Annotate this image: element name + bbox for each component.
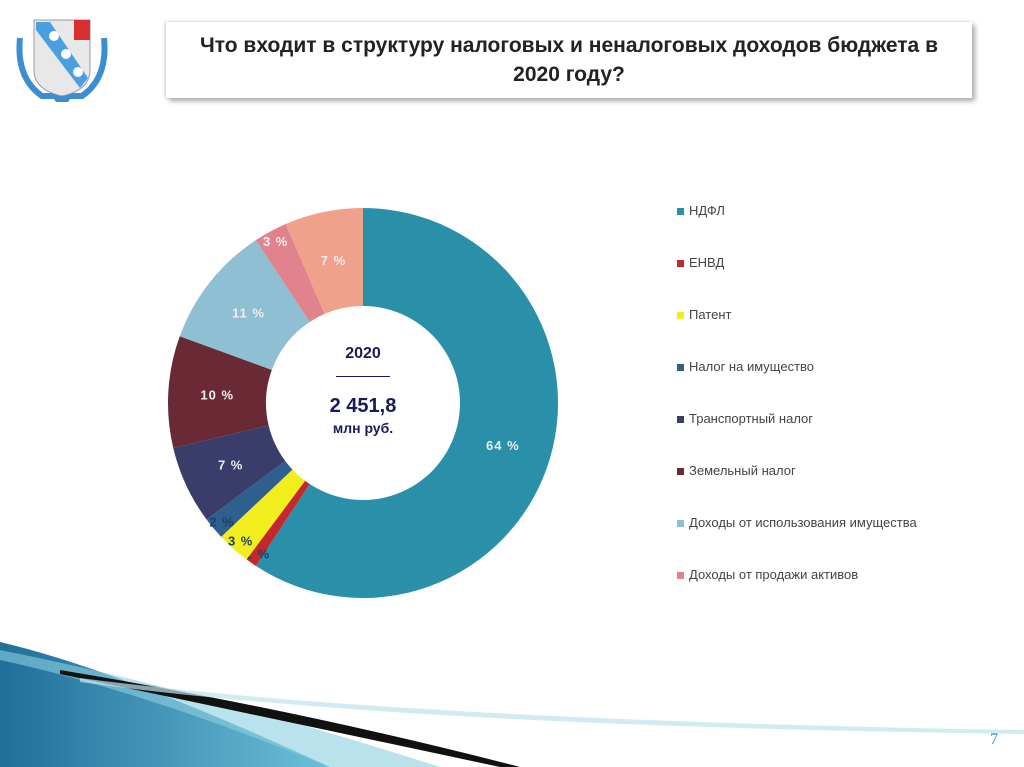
- slice-4: [173, 425, 286, 520]
- slice-label: 64 %: [486, 438, 520, 453]
- legend-label: Доходы от использования имущества: [689, 515, 917, 530]
- slice-label: 11 %: [232, 305, 265, 320]
- decorative-wave: [0, 642, 1024, 767]
- slice-label: 7 %: [321, 253, 346, 268]
- center-unit: млн руб.: [332, 420, 394, 436]
- slice-2: [221, 469, 306, 560]
- legend-item: Доходы от использования имущества: [677, 512, 927, 564]
- legend-swatch: [677, 312, 684, 319]
- legend-item: Земельный налог: [677, 460, 927, 512]
- legend-swatch: [677, 468, 684, 475]
- legend-swatch: [677, 416, 684, 423]
- coat-of-arms-logo: [16, 19, 108, 102]
- legend-label: Транспортный налог: [689, 411, 814, 426]
- center-year: 2020: [345, 345, 381, 362]
- legend-item: Транспортный налог: [677, 408, 927, 460]
- center-divider: [336, 376, 390, 377]
- legend-item: ЕНВД: [677, 252, 927, 304]
- slice-label: 7 %: [218, 458, 243, 473]
- legend-item: Доходы от продажи активов: [677, 564, 927, 616]
- legend-label: Патент: [689, 307, 732, 322]
- legend-item: НДФЛ: [677, 200, 927, 252]
- slice-label: 3 %: [263, 234, 288, 249]
- slice-8: [285, 208, 363, 314]
- slice-0: [255, 208, 559, 598]
- legend-label: ЕНВД: [689, 255, 725, 270]
- legend-item: Патент: [677, 304, 927, 356]
- legend-swatch: [677, 208, 684, 215]
- page-title: Что входит в структуру налоговых и ненал…: [200, 34, 938, 86]
- slice-label: 10 %: [200, 388, 234, 403]
- slice-6: [179, 240, 310, 370]
- slice-1: [246, 480, 310, 566]
- legend-swatch: [677, 364, 684, 371]
- donut-center: 2020 2 451,8 млн руб.: [300, 345, 426, 436]
- slice-7: [255, 223, 325, 322]
- legend-swatch: [677, 260, 684, 267]
- slice-3: [206, 460, 293, 537]
- title-box: Что входит в структуру налоговых и ненал…: [166, 22, 972, 98]
- legend-label: Налог на имущество: [689, 359, 815, 374]
- chart-legend: НДФЛ ЕНВД Патент Налог на имущество Транспор…: [677, 200, 927, 616]
- page-number: 7: [990, 731, 998, 748]
- legend-item: Налог на имущество: [677, 356, 927, 408]
- slice-label: 2 %: [209, 514, 234, 529]
- legend-label: НДФЛ: [689, 203, 725, 218]
- center-total: 2 451,8: [329, 395, 397, 417]
- legend-label: Доходы от продажи активов: [689, 567, 859, 582]
- legend-label: Земельный налог: [689, 463, 796, 478]
- slice-label: 3 %: [228, 533, 253, 548]
- legend-swatch: [677, 572, 684, 579]
- slice-5: [167, 336, 272, 448]
- legend-swatch: [677, 520, 684, 527]
